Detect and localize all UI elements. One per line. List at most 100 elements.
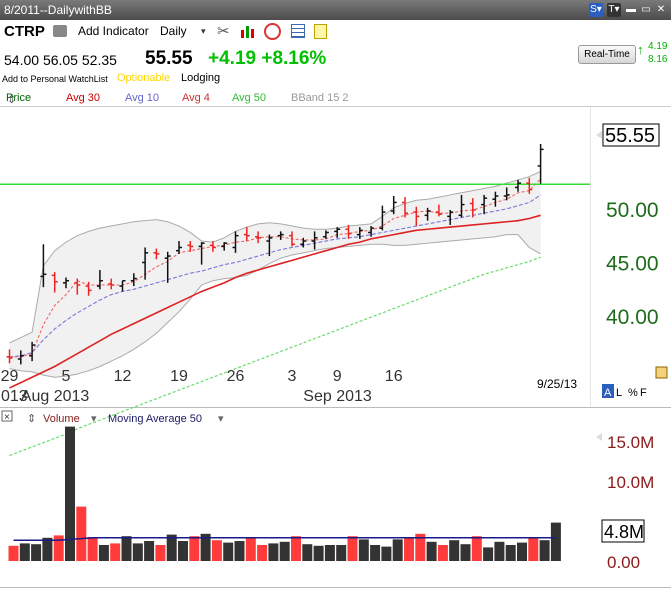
- optionable-link[interactable]: Optionable: [117, 72, 171, 84]
- volume-bar: [291, 536, 301, 561]
- legend-avg30[interactable]: Avg 30: [66, 92, 101, 104]
- x-axis-tick: 5: [62, 368, 71, 385]
- price-bar: [17, 350, 24, 365]
- scale-button-l: L: [616, 387, 622, 399]
- price-bar: [40, 244, 47, 288]
- legend-avg4[interactable]: Avg 4: [182, 92, 210, 104]
- volume-bar: [268, 543, 279, 561]
- volume-bar: [166, 534, 177, 561]
- price-bar: [503, 187, 510, 201]
- bband-upper: [9, 170, 541, 344]
- change-value: +4.19: [208, 48, 257, 69]
- price-bar: [481, 194, 488, 215]
- period-select[interactable]: Daily: [160, 24, 187, 38]
- close-icon[interactable]: ✕: [656, 4, 666, 15]
- price-bar: [221, 242, 228, 251]
- legend-price[interactable]: Price: [6, 92, 32, 104]
- realtime-button[interactable]: Real-Time: [578, 45, 636, 64]
- x-axis-month-label: Aug 2013: [21, 388, 90, 405]
- price-bar: [164, 251, 171, 283]
- price-bar: [515, 179, 521, 192]
- volume-bar: [539, 540, 550, 561]
- symbol-label[interactable]: CTRP: [4, 23, 45, 40]
- x-axis-tick: 26: [227, 368, 245, 385]
- volume-bar: [494, 541, 505, 561]
- volume-bar: [200, 533, 211, 561]
- price-axis-tick: 45.00: [606, 252, 659, 275]
- price-bar: [402, 197, 408, 218]
- volume-bar: [189, 536, 200, 561]
- legend-bband[interactable]: BBand 15 2: [291, 92, 349, 104]
- open-value: 54.00: [4, 52, 40, 68]
- last-price-axis-label: 55.55: [605, 125, 655, 147]
- title-bar: 8/2011--DailywithBB S▾ T▾ ▬ ▭ ✕: [0, 0, 671, 20]
- volume-bar: [483, 547, 494, 561]
- price-bar: [176, 241, 182, 254]
- price-bar: [300, 237, 307, 248]
- price-bar: [74, 278, 81, 295]
- volume-bar: [528, 537, 539, 561]
- price-bar: [142, 247, 149, 280]
- price-bar: [526, 177, 533, 194]
- volume-bar: [426, 541, 437, 561]
- volume-bar: [347, 536, 358, 561]
- close-volume-glyph: ×: [4, 412, 10, 423]
- notes-icon[interactable]: [314, 24, 327, 39]
- alarm-clock-icon[interactable]: [264, 23, 281, 40]
- table-icon[interactable]: [291, 24, 305, 38]
- volume-bar: [121, 536, 132, 561]
- price-bar: [119, 279, 126, 292]
- volume-bar: [358, 539, 369, 561]
- volume-bar: [370, 545, 381, 561]
- legend-avg50[interactable]: Avg 50: [232, 92, 267, 104]
- volume-bar: [381, 546, 392, 561]
- volume-bar: [87, 537, 98, 561]
- price-bar: [311, 231, 318, 250]
- price-bar: [458, 194, 465, 218]
- volume-bar: [392, 539, 403, 561]
- restore-icon[interactable]: ▭: [641, 4, 651, 15]
- rt-change-percent: 8.16: [648, 54, 668, 65]
- price-bar: [232, 231, 239, 253]
- scale-button-%: %: [628, 387, 638, 399]
- price-bar: [108, 278, 115, 290]
- legend-avg10[interactable]: Avg 10: [125, 92, 160, 104]
- bar-chart-icon[interactable]: [241, 26, 257, 38]
- volume-bar: [132, 543, 143, 561]
- price-axis-tick: 40.00: [606, 306, 659, 329]
- price-legend: Price Avg 30 Avg 10 Avg 4 Avg 50 BBand 1…: [0, 89, 671, 107]
- volume-axis-tick: 10.0M: [607, 473, 654, 492]
- t-menu-icon[interactable]: T▾: [607, 3, 621, 17]
- x-axis-month-label: Sep 2013: [303, 388, 372, 405]
- price-bar: [537, 143, 544, 184]
- tools-icon[interactable]: ✂: [217, 23, 230, 40]
- s-menu-icon[interactable]: S▾: [589, 3, 603, 17]
- price-bar: [243, 227, 250, 242]
- ohl-values: 54.00 56.05 52.35: [4, 52, 117, 68]
- price-bar: [198, 242, 205, 265]
- volume-bar: [517, 542, 527, 561]
- x-axis-tick: 9: [333, 368, 342, 385]
- industry-link[interactable]: Lodging: [181, 72, 221, 84]
- last-price-box: [602, 123, 660, 147]
- add-indicator-button[interactable]: Add Indicator: [78, 24, 149, 38]
- add-to-watchlist-link[interactable]: Add to Personal WatchList: [2, 74, 108, 84]
- scale-button-bg: [602, 384, 614, 398]
- period-dropdown-icon[interactable]: ▾: [201, 26, 206, 36]
- x-axis-tick: 12: [114, 368, 132, 385]
- minimize-icon[interactable]: ▬: [626, 4, 636, 15]
- price-bar: [435, 204, 442, 217]
- volume-ma-line: [13, 537, 556, 541]
- price-bar: [413, 206, 420, 227]
- date-label: 9/25/13: [537, 377, 577, 391]
- volume-axis-tick: 15.0M: [607, 433, 654, 452]
- price-bar: [187, 241, 194, 252]
- price-bar: [379, 205, 386, 231]
- avg10-line: [9, 194, 541, 358]
- volume-bar: [313, 545, 324, 561]
- add-indicator-icon[interactable]: [53, 25, 67, 37]
- x-axis-tick: 3: [288, 368, 297, 385]
- price-bar: [424, 207, 431, 221]
- volume-bar: [245, 537, 256, 561]
